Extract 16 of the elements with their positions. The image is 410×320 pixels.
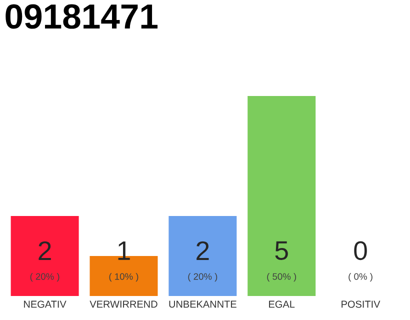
- annotation: 1: [118, 241, 130, 260]
- data-label: ( 20% ): [188, 272, 218, 282]
- x-tick-label: UNBEKANNTE: [169, 300, 236, 308]
- x-tick-label: VERWIRREND: [90, 300, 158, 308]
- chart-title: 09181471: [6, 4, 158, 29]
- x-tick-label: POSITIV: [342, 300, 380, 308]
- x-tick-label: NEGATIV: [24, 300, 66, 308]
- data-label: ( 50% ): [267, 272, 296, 282]
- annotation: 2: [196, 241, 209, 260]
- data-label: ( 10% ): [109, 272, 138, 282]
- data-label: ( 20% ): [30, 272, 60, 282]
- annotation: 2: [38, 241, 51, 260]
- annotation: 5: [275, 241, 288, 260]
- x-tick-label: EGAL: [269, 300, 295, 308]
- annotation: 0: [354, 241, 367, 260]
- data-label: ( 0% ): [348, 272, 372, 282]
